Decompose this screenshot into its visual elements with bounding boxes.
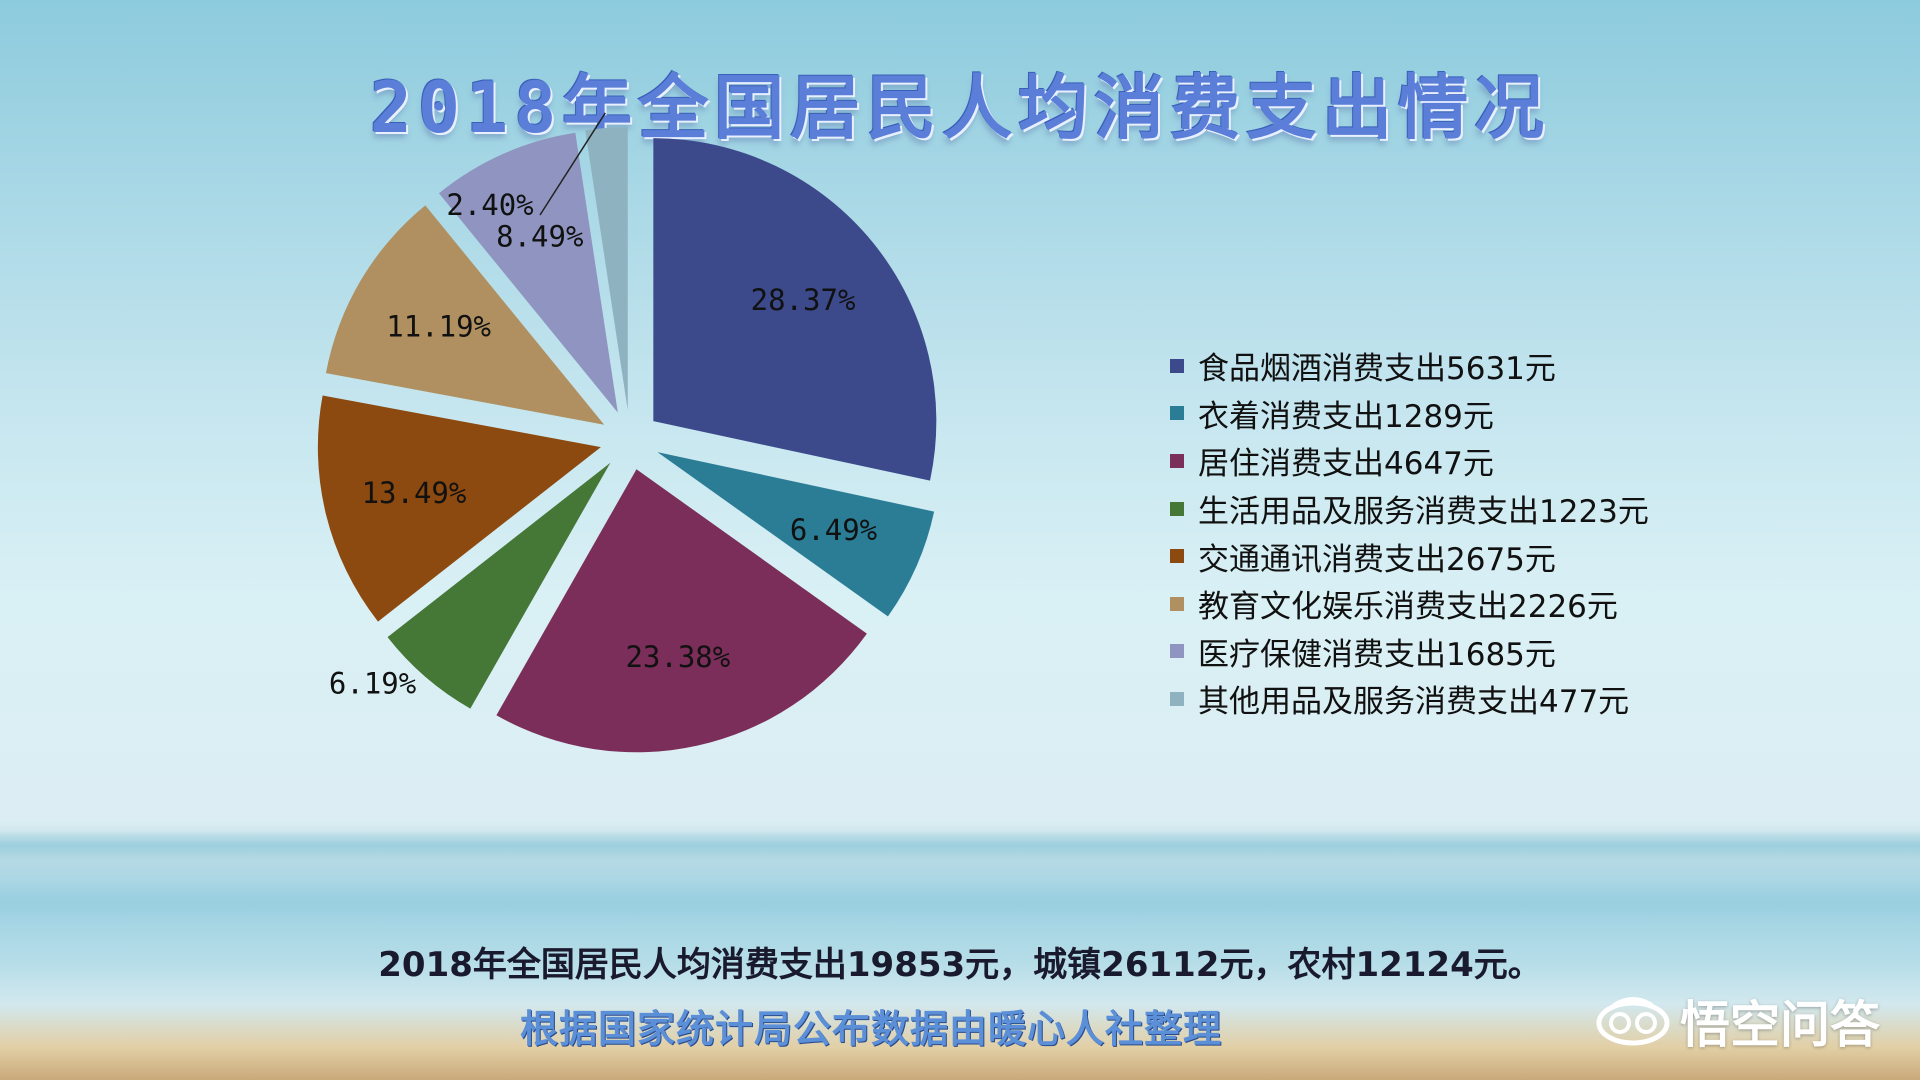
- pie-slice: [496, 469, 867, 753]
- brand-name: 悟空问答: [1680, 996, 1880, 1054]
- legend-item: 其他用品及服务消费支出477元: [1170, 675, 1649, 723]
- wukong-logo-icon: [1596, 997, 1670, 1046]
- slice-percent-label: 2.40%: [446, 188, 533, 222]
- legend-item: 生活用品及服务消费支出1223元: [1170, 485, 1649, 533]
- legend-item: 教育文化娱乐消费支出2226元: [1170, 580, 1649, 628]
- legend-item: 交通通讯消费支出2675元: [1170, 532, 1649, 580]
- legend-label: 医疗保健消费支出1685元: [1198, 636, 1556, 673]
- legend-swatch: [1170, 501, 1184, 516]
- legend: 食品烟酒消费支出5631元 衣着消费支出1289元 居住消费支出4647元生活用品及…: [1170, 342, 1649, 723]
- legend-label: 生活用品及服务消费支出1223元: [1198, 494, 1649, 531]
- legend-item: 食品烟酒消费支出5631元: [1170, 342, 1649, 390]
- summary-text: 2018年全国居民人均消费支出19853元，城镇26112元，农村12124元。: [378, 945, 1542, 985]
- legend-item: 衣着消费支出1289元: [1170, 390, 1649, 438]
- legend-swatch: [1170, 406, 1184, 421]
- legend-label: 衣着消费支出1289元: [1198, 398, 1494, 435]
- legend-swatch: [1170, 358, 1184, 373]
- legend-swatch: [1170, 453, 1184, 468]
- slice-percent-label: 13.49%: [362, 476, 467, 510]
- slice-percent-label: 28.37%: [751, 283, 856, 317]
- slice-percent-label: 8.49%: [496, 220, 583, 254]
- legend-swatch: [1170, 691, 1184, 706]
- leader-line: [539, 112, 606, 216]
- pie-slice: [585, 127, 628, 411]
- source-note: 根据国家统计局公布数据由暖心人社整理: [520, 1007, 1223, 1051]
- slice-percent-label: 6.19%: [329, 666, 416, 700]
- pie-slice: [325, 205, 605, 425]
- pie-slice: [657, 452, 935, 617]
- legend-label: 食品烟酒消费支出5631元: [1198, 351, 1556, 388]
- pie-slice: [438, 132, 618, 413]
- pie-slice: [317, 395, 601, 622]
- slice-percent-label: 23.38%: [625, 640, 730, 674]
- legend-swatch: [1170, 596, 1184, 611]
- legend-label: 教育文化娱乐消费支出2226元: [1198, 589, 1618, 626]
- pie-slice: [387, 462, 611, 709]
- brand-watermark: 悟空问答: [1594, 985, 1880, 1057]
- legend-label: 交通通讯消费支出2675元: [1198, 541, 1556, 578]
- legend-label: 其他用品及服务消费支出477元: [1198, 684, 1630, 721]
- legend-label: 居住消费支出4647元: [1198, 446, 1494, 483]
- legend-swatch: [1170, 549, 1184, 564]
- pie-slice: [653, 138, 937, 481]
- slice-percent-label: 11.19%: [386, 310, 491, 344]
- slice-percent-label: 6.49%: [790, 513, 877, 547]
- legend-item: 居住消费支出4647元: [1170, 437, 1649, 485]
- legend-item: 医疗保健消费支出1685元: [1170, 628, 1649, 676]
- legend-swatch: [1170, 644, 1184, 659]
